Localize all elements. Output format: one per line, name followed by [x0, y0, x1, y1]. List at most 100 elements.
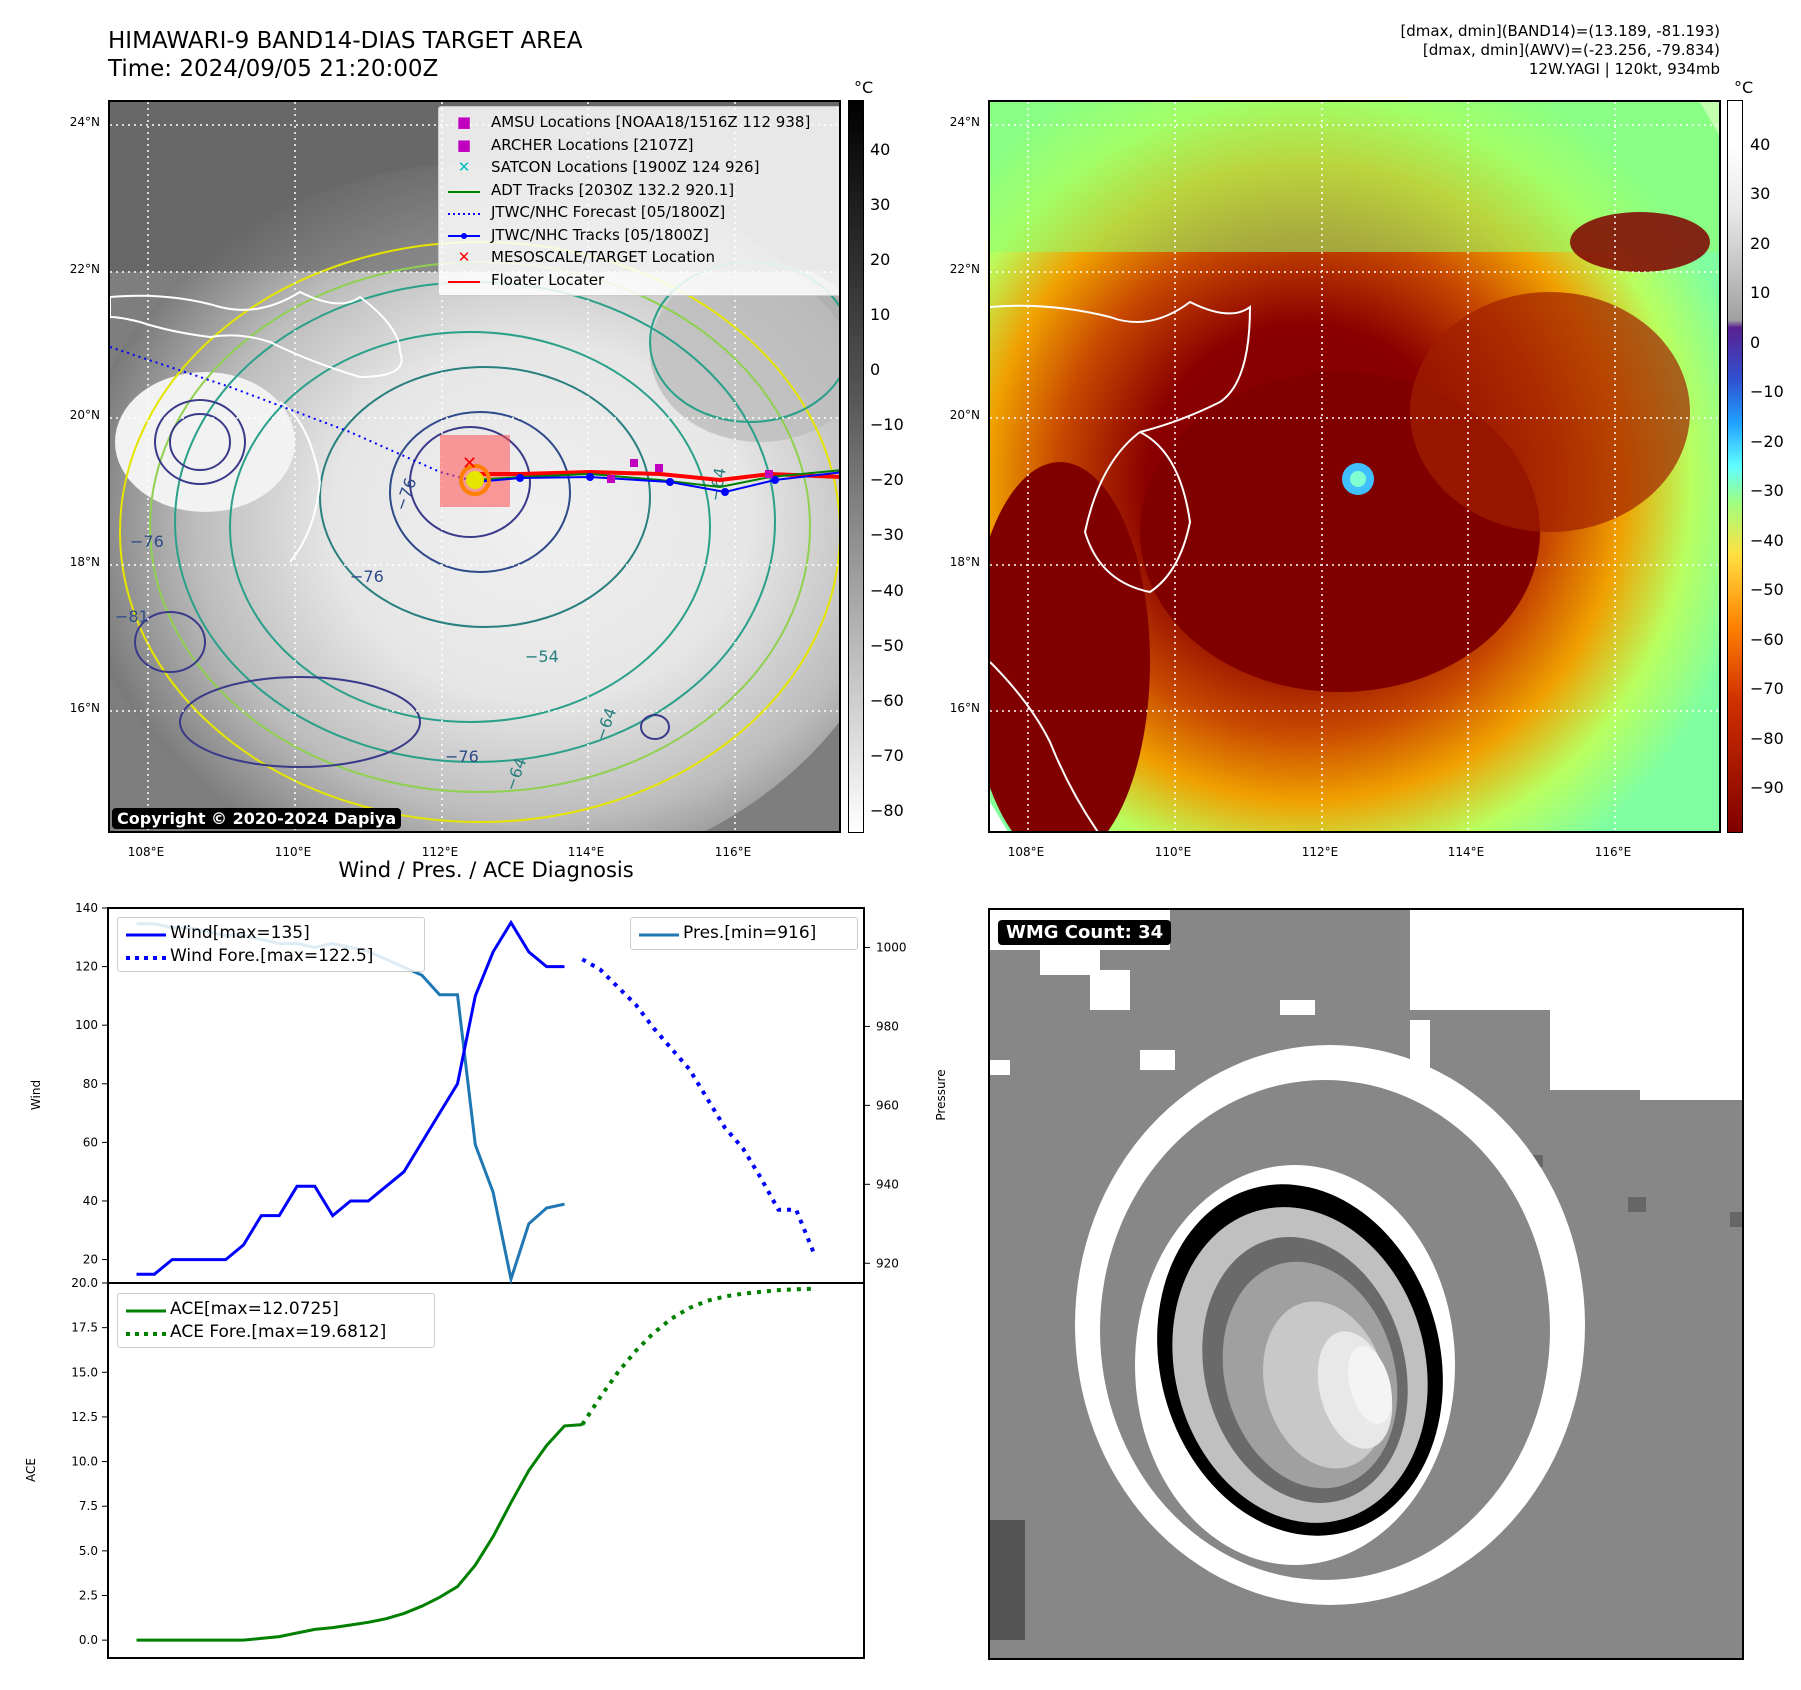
colorbar-tick-label: −30 [1750, 481, 1784, 501]
ace-tick-label: 2.5 [79, 1589, 98, 1603]
colorbar-tick-label: −50 [870, 635, 904, 655]
legend-label: ADT Tracks [2030Z 132.2 920.1] [491, 180, 735, 199]
square-icon: ■ [456, 113, 472, 132]
wind-axis-label: Wind [29, 1080, 43, 1110]
contour-label: −76 [350, 567, 384, 586]
amsu-archer-markers [607, 459, 773, 483]
awv-map-image [990, 102, 1719, 831]
legend-label: ARCHER Locations [2107Z] [491, 135, 694, 154]
line-icon [447, 181, 481, 199]
legend-label: SATCON Locations [1900Z 124 926] [491, 158, 760, 177]
lat-tick-label: 16°N [949, 701, 980, 715]
dotted-line-icon [447, 203, 481, 221]
legend-item-satcon: ✕ SATCON Locations [1900Z 124 926] [447, 156, 835, 179]
ace-legend: ACE[max=12.0725] ACE Fore.[max=19.6812] [117, 1293, 435, 1348]
ir-legend: ■ AMSU Locations [NOAA18/1516Z 112 938] ■… [438, 106, 839, 296]
legend-item-ace-forecast: ACE Fore.[max=19.6812] [126, 1321, 426, 1344]
wind-tick-label: 60 [83, 1135, 98, 1149]
colorbar-tick-label: −90 [1750, 778, 1784, 798]
colorbar-tick-label: 30 [870, 194, 891, 214]
colorbar-tick-label: −80 [1750, 728, 1784, 748]
ace-tick-label: 0.0 [79, 1633, 98, 1647]
contour-label: −54 [525, 647, 559, 666]
x-marker-icon: ✕ [457, 158, 471, 177]
info-line-2: [dmax, dmin](AWV)=(-23.256, -79.834) [1422, 41, 1720, 59]
x-marker-icon: ✕ [457, 248, 471, 267]
ir-colorbar [848, 100, 864, 833]
legend-label: Floater Locater [491, 270, 605, 289]
colorbar-tick-label: 40 [1750, 134, 1771, 154]
wind-forecast-series-line [581, 957, 816, 1255]
lon-tick-label: 116°E [1594, 845, 1632, 859]
legend-label: Pres.[min=916] [683, 923, 817, 944]
legend-label: JTWC/NHC Forecast [05/1800Z] [491, 203, 726, 222]
lat-tick-label: 18°N [69, 555, 100, 569]
ace-tick-label: 12.5 [71, 1410, 98, 1424]
legend-label: Wind Fore.[max=122.5] [170, 945, 374, 966]
line-icon [126, 1299, 166, 1319]
colorbar-tick-label: −70 [870, 745, 904, 765]
awv-colorbar-unit: °C [1734, 78, 1754, 97]
title-line-1: HIMAWARI-9 BAND14-DIAS TARGET AREA [108, 28, 583, 54]
colorbar-tick-label: 10 [1750, 283, 1771, 303]
colorbar-tick-label: −80 [870, 800, 904, 820]
pressure-tick-label: 960 [876, 1098, 899, 1112]
colorbar-tick-label: −30 [870, 525, 904, 545]
line-icon [447, 271, 481, 289]
pressure-tick-label: 940 [876, 1177, 899, 1191]
forecast-track-line [110, 346, 471, 481]
legend-item-floater: Floater Locater [447, 269, 835, 292]
storm-info: [dmax, dmin](BAND14)=(13.189, -81.193) [d… [1400, 22, 1720, 79]
lat-tick-label: 18°N [949, 555, 980, 569]
wind-tick-label: 120 [75, 960, 98, 974]
colorbar-tick-label: −70 [1750, 679, 1784, 699]
legend-label: Wind[max=135] [170, 923, 310, 944]
diagnosis-chart: Wind Pressure ACE 140 120 100 80 60 40 20 1000… [24, 901, 948, 1659]
info-line-1: [dmax, dmin](BAND14)=(13.189, -81.193) [1400, 22, 1720, 40]
dotted-line-icon [126, 1322, 166, 1342]
lon-tick-label: 114°E [567, 845, 605, 859]
lon-tick-label: 110°E [274, 845, 312, 859]
legend-item-pressure: Pres.[min=916] [639, 922, 849, 945]
pressure-axis-label: Pressure [934, 1069, 948, 1120]
legend-item-tracks: JTWC/NHC Tracks [05/1800Z] [447, 224, 835, 247]
wind-tick-label: 100 [75, 1018, 98, 1032]
colorbar-tick-label: −50 [1750, 580, 1784, 600]
line-icon [126, 923, 166, 943]
wmg-count-badge: WMG Count: 34 [998, 920, 1172, 945]
legend-item-adt: ADT Tracks [2030Z 132.2 920.1] [447, 179, 835, 202]
lon-tick-label: 110°E [1154, 845, 1192, 859]
pressure-tick-label: 980 [876, 1019, 899, 1033]
legend-label: JTWC/NHC Tracks [05/1800Z] [491, 225, 709, 244]
legend-item-ace: ACE[max=12.0725] [126, 1298, 426, 1321]
contour-label-group: −76 −76 −76 −64 −64 −64 −54 −81 −76 [115, 466, 730, 793]
colorbar-tick-label: 0 [870, 360, 881, 380]
legend-label: ACE[max=12.0725] [170, 1299, 339, 1320]
colorbar-tick-label: 40 [870, 139, 891, 159]
title-line-2: Time: 2024/09/05 21:20:00Z [108, 56, 439, 82]
lat-tick-label: 16°N [69, 701, 100, 715]
lon-tick-label: 116°E [714, 845, 752, 859]
colorbar-tick-label: 30 [1750, 184, 1771, 204]
lon-tick-label: 108°E [1007, 845, 1045, 859]
wmg-image [990, 910, 1742, 1658]
lon-tick-label: 112°E [1301, 845, 1339, 859]
wind-tick-label: 80 [83, 1077, 98, 1091]
line-dot-icon [447, 226, 481, 244]
ace-axis-label: ACE [24, 1458, 38, 1482]
lat-tick-label: 22°N [949, 262, 980, 276]
wmg-panel: WMG Count: 34 [988, 908, 1744, 1660]
square-icon: ■ [456, 135, 472, 154]
storm-center [466, 471, 484, 489]
info-line-3: 12W.YAGI | 120kt, 934mb [1528, 60, 1720, 78]
legend-item-wind-forecast: Wind Fore.[max=122.5] [126, 945, 416, 968]
contour-label: −76 [130, 532, 164, 551]
wind-legend: Wind[max=135] Wind Fore.[max=122.5] [117, 917, 425, 972]
lon-tick-label: 112°E [421, 845, 459, 859]
colorbar-tick-label: 20 [870, 249, 891, 269]
ace-series-line [136, 1423, 583, 1642]
awv-map-panel [988, 100, 1721, 833]
colorbar-tick-label: 0 [1750, 332, 1761, 352]
legend-item-archer: ■ ARCHER Locations [2107Z] [447, 134, 835, 157]
pressure-y-ticks: 1000 980 960 940 920 [864, 940, 907, 1270]
